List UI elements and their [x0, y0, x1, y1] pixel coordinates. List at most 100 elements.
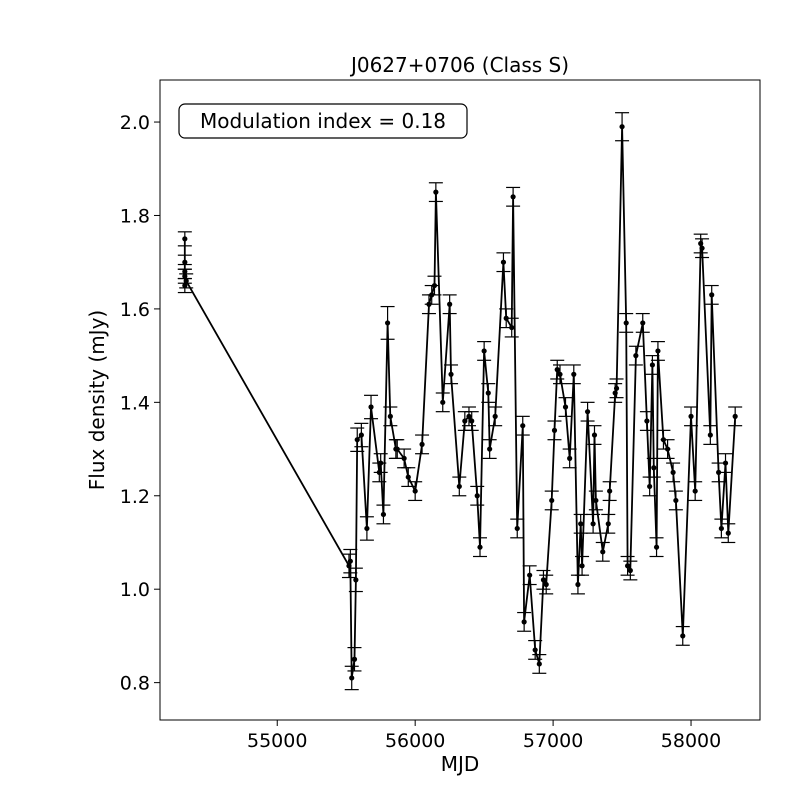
x-tick-label: 56000 — [385, 730, 445, 752]
data-point — [384, 320, 391, 326]
data-point — [347, 558, 353, 564]
data-point — [477, 544, 483, 550]
data-point — [699, 245, 705, 251]
data-point — [481, 348, 487, 354]
data-point — [644, 418, 650, 424]
data-point — [593, 497, 599, 504]
data-point — [487, 446, 493, 452]
y-tick-label: 1.4 — [120, 392, 150, 414]
y-tick-label: 0.8 — [120, 673, 150, 695]
data-point — [647, 483, 653, 490]
y-tick-label: 1.8 — [120, 205, 150, 227]
y-tick-label: 1.0 — [120, 579, 150, 601]
data-point — [579, 563, 585, 569]
data-point — [426, 301, 432, 307]
data-point — [551, 427, 558, 433]
data-point — [554, 367, 560, 373]
data-point — [536, 661, 542, 667]
data-point — [709, 292, 715, 298]
data-point — [394, 446, 400, 452]
x-tick-label: 55000 — [247, 730, 307, 752]
data-point — [182, 282, 188, 289]
data-point — [623, 320, 629, 326]
data-point — [509, 324, 515, 331]
data-point — [540, 577, 547, 583]
data-point — [532, 647, 538, 653]
data-point — [500, 259, 507, 265]
data-point — [571, 371, 577, 377]
data-point — [732, 413, 738, 419]
data-point — [182, 268, 188, 275]
data-point — [549, 497, 555, 504]
data-point — [183, 278, 189, 284]
data-point — [433, 189, 439, 195]
data-point — [456, 483, 462, 490]
annotation-text: Modulation index = 0.18 — [200, 109, 446, 133]
plot-area — [177, 112, 743, 691]
y-tick-label: 1.6 — [120, 299, 150, 321]
x-tick-label: 57000 — [523, 730, 583, 752]
data-point — [353, 577, 359, 583]
data-point — [378, 460, 384, 466]
data-point — [557, 371, 563, 377]
data-point — [469, 418, 475, 424]
data-point — [510, 194, 516, 200]
data-point — [624, 563, 631, 569]
data-point — [567, 455, 573, 461]
data-point — [346, 563, 352, 569]
data-point — [492, 413, 498, 419]
data-point — [405, 474, 411, 480]
data-point — [651, 465, 657, 471]
data-point — [462, 418, 468, 424]
data-point — [613, 385, 620, 391]
data-point — [722, 460, 729, 466]
data-point — [466, 413, 472, 419]
data-point — [653, 544, 660, 550]
y-axis-label: Flux density (mJy) — [85, 310, 109, 490]
data-point — [605, 521, 611, 527]
data-point — [419, 441, 425, 447]
data-point — [485, 390, 491, 396]
x-tick-label: 58000 — [661, 730, 721, 752]
data-point — [474, 493, 480, 499]
data-point — [688, 413, 694, 419]
data-point — [680, 633, 686, 639]
data-point — [182, 259, 188, 265]
data-point — [412, 488, 418, 494]
data-point — [575, 581, 581, 588]
data-point — [698, 240, 704, 247]
data-point — [440, 399, 446, 405]
data-point — [627, 567, 633, 574]
data-point — [351, 656, 358, 662]
data-point — [670, 469, 676, 476]
axes-frame — [159, 79, 761, 721]
y-tick-label: 2.0 — [120, 112, 150, 134]
data-point — [358, 432, 364, 438]
data-point — [364, 525, 370, 532]
data-point — [401, 455, 407, 461]
data-point — [707, 432, 713, 438]
data-point — [692, 488, 698, 494]
annotation-frame — [178, 103, 468, 139]
data-point — [380, 511, 387, 518]
data-point — [368, 404, 374, 410]
data-point — [520, 423, 526, 429]
axis-ticks: 55000 56000 57000 58000 0.8 1.0 1.2 1.4 1.6 1.8 2.… — [120, 112, 721, 752]
data-point — [431, 282, 438, 289]
data-point — [182, 273, 188, 279]
data-point — [590, 521, 596, 527]
data-point — [607, 488, 613, 494]
data-point — [562, 404, 569, 410]
data-point — [600, 549, 606, 555]
data-point — [633, 353, 639, 359]
data-point — [182, 236, 188, 242]
data-point — [514, 525, 520, 532]
data-point — [503, 315, 509, 321]
data-point — [718, 525, 724, 532]
chart-title: J0627+0706 (Class S) — [349, 53, 569, 77]
data-point — [716, 469, 722, 476]
data-point — [447, 301, 453, 307]
data-point — [664, 446, 671, 452]
x-axis-label: MJD — [441, 752, 480, 776]
